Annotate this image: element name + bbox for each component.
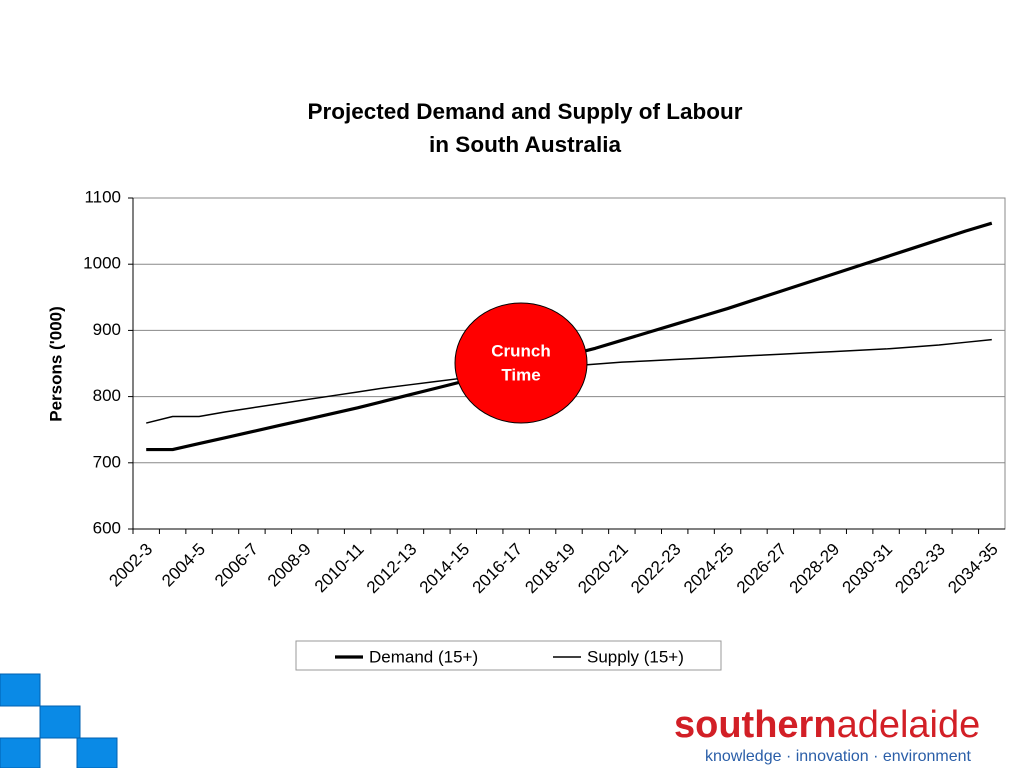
y-tick-label: 1100 xyxy=(84,187,121,206)
x-tick-label: 2010-11 xyxy=(311,540,368,597)
legend-label: Supply (15+) xyxy=(587,647,684,666)
x-tick-label: 2014-15 xyxy=(416,540,474,598)
logo-part: adelaide xyxy=(837,704,981,746)
x-tick-label: 2012-13 xyxy=(363,540,421,598)
y-tick-label: 700 xyxy=(93,452,121,471)
x-tick-label: 2004-5 xyxy=(158,540,209,591)
logo-square xyxy=(0,737,41,768)
annotation-circle xyxy=(454,302,588,424)
y-tick-label: 600 xyxy=(93,518,121,537)
x-tick-label: 2032-33 xyxy=(891,540,949,598)
logo-square xyxy=(39,705,81,739)
x-tick-label: 2018-19 xyxy=(521,540,579,598)
logo-squares xyxy=(0,673,118,768)
logo-square xyxy=(0,673,41,707)
x-tick-label: 2026-27 xyxy=(733,540,791,598)
logo-square xyxy=(76,737,118,768)
x-tick-label: 2034-35 xyxy=(944,540,1002,598)
x-tick-label: 2030-31 xyxy=(839,540,897,598)
x-tick-label: 2016-17 xyxy=(469,540,527,598)
x-tick-label: 2008-9 xyxy=(264,540,315,591)
legend-label: Demand (15+) xyxy=(369,647,478,666)
x-tick-label: 2028-29 xyxy=(786,540,844,598)
annotation-text: Time xyxy=(501,365,540,384)
annotation-text: Crunch xyxy=(491,341,551,360)
logo-name: southernadelaide xyxy=(674,704,980,746)
logo-part: southern xyxy=(674,704,837,746)
x-tick-label: 2020-21 xyxy=(574,540,632,598)
chart-title: Projected Demand and Supply of Labour xyxy=(308,99,743,124)
y-tick-label: 900 xyxy=(93,320,121,339)
logo-tagline: knowledge · innovation · environment xyxy=(705,748,971,765)
x-tick-label: 2006-7 xyxy=(211,540,262,591)
x-tick-label: 2024-25 xyxy=(680,540,738,598)
y-tick-label: 1000 xyxy=(83,254,121,273)
chart-title: in South Australia xyxy=(429,132,622,157)
y-tick-label: 800 xyxy=(93,386,121,405)
y-axis-label: Persons ('000) xyxy=(46,306,65,422)
x-tick-label: 2022-23 xyxy=(627,540,685,598)
legend xyxy=(295,640,722,671)
x-tick-label: 2002-3 xyxy=(105,540,156,591)
